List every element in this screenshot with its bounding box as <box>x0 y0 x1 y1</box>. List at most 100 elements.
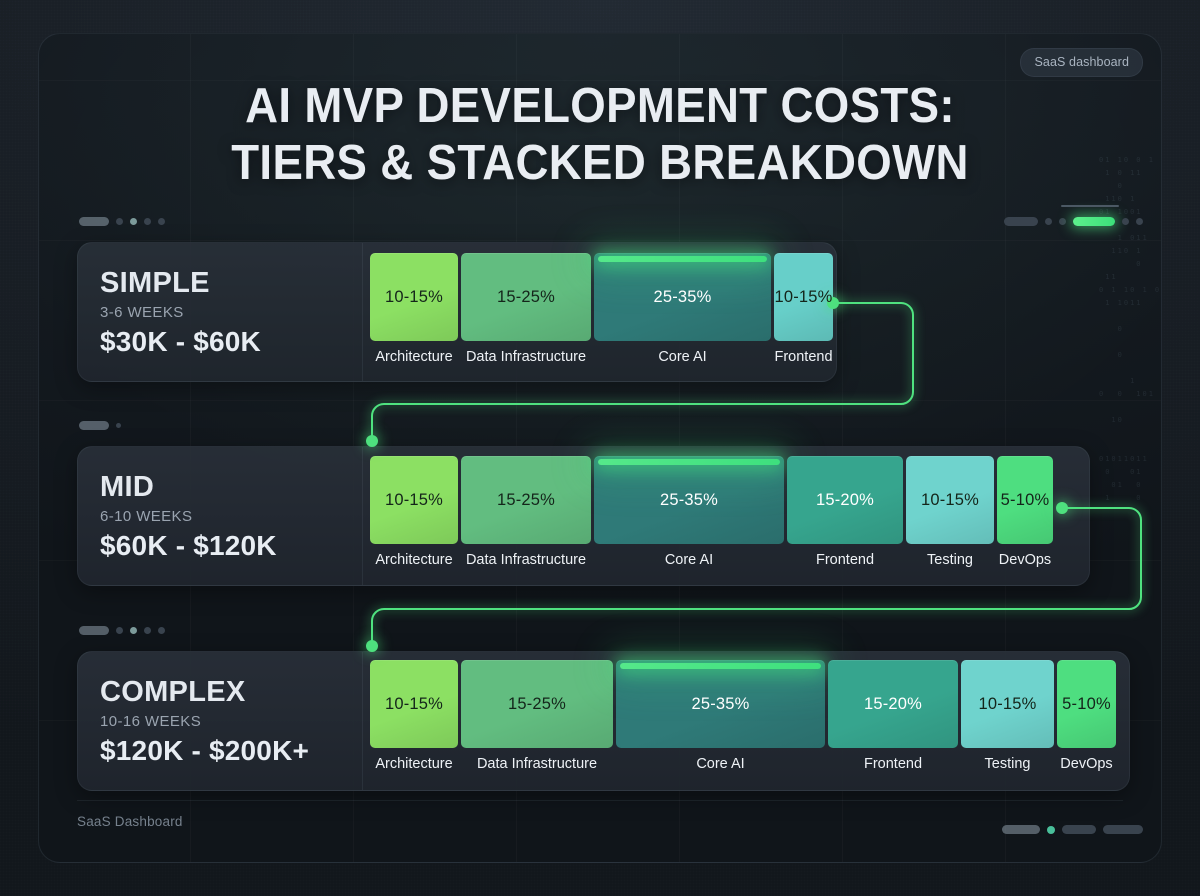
pagination-pill-2[interactable] <box>1062 825 1096 834</box>
segment-value: 10-15% <box>384 694 444 713</box>
indicator-dot-2[interactable] <box>130 218 137 225</box>
dashboard-frame: 01 10 0 1 1 0 11 0 110 1 01 1001 1 011 1… <box>38 33 1162 863</box>
tier-info: MID 6-10 WEEKS $60K - $120K <box>78 447 363 585</box>
status-dot-3[interactable] <box>1122 218 1129 225</box>
indicator-dot-1[interactable] <box>116 423 121 428</box>
indicator-dot-4[interactable] <box>158 218 165 225</box>
segment-label: Core AI <box>658 349 707 365</box>
indicator-pill[interactable] <box>79 421 109 430</box>
segment-value: 25-35% <box>653 287 712 306</box>
bar-segment-devops[interactable]: 5-10% DevOps <box>1057 660 1116 772</box>
segment-value: 5-10% <box>1000 490 1050 509</box>
tier-price: $120K - $200K+ <box>100 735 310 766</box>
pagination-pill-active[interactable] <box>1002 825 1040 834</box>
segment-value: 10-15% <box>920 490 980 509</box>
status-dot-4[interactable] <box>1136 218 1143 225</box>
row-status-widget[interactable] <box>1004 217 1143 226</box>
pagination-indicator[interactable] <box>1002 825 1143 834</box>
status-dot-2[interactable] <box>1059 218 1066 225</box>
bar-segment-testing[interactable]: 10-15% Testing <box>961 660 1054 772</box>
bar-segment-architecture[interactable]: 10-15% Architecture <box>370 456 458 568</box>
stacked-bar-complex: 10-15% Architecture 15-25% Data Infrastruct… <box>370 660 1116 772</box>
bar-segment-core-ai[interactable]: 25-35% Core AI <box>616 660 825 772</box>
segment-value: 10-15% <box>384 490 444 509</box>
status-dot-1[interactable] <box>1045 218 1052 225</box>
status-pill-1[interactable] <box>1004 217 1038 226</box>
segment-label: Core AI <box>664 552 714 568</box>
indicator-pill[interactable] <box>79 217 109 226</box>
status-widget-rule <box>1061 205 1119 207</box>
segment-label: DevOps <box>1060 756 1113 772</box>
tier-duration: 3-6 WEEKS <box>100 304 184 321</box>
tier-price: $60K - $120K <box>100 530 277 561</box>
tier-price: $30K - $60K <box>100 326 261 357</box>
bar-segment-core-ai[interactable]: 25-35% Core AI <box>594 456 784 568</box>
segment-label: Architecture <box>375 756 453 772</box>
bar-segment-frontend[interactable]: 15-20% Frontend <box>787 456 903 568</box>
indicator-dot-4[interactable] <box>158 627 165 634</box>
title-line-2: TIERS & STACKED BREAKDOWN <box>231 136 969 190</box>
bar-segment-testing[interactable]: 10-15% Testing <box>906 456 994 568</box>
segment-label: Data Infrastructure <box>476 756 598 772</box>
tier-name: COMPLEX <box>100 676 246 708</box>
bar-segment-data-infrastructure[interactable]: 15-25% Data Infrastructure <box>461 660 613 772</box>
status-pill-active[interactable] <box>1073 217 1115 226</box>
row-indicator-simple[interactable] <box>79 217 165 226</box>
segment-value: 10-15% <box>774 287 833 306</box>
bar-segment-devops[interactable]: 5-10% DevOps <box>997 456 1053 568</box>
segment-label: DevOps <box>998 552 1052 568</box>
segment-label: Frontend <box>815 552 875 568</box>
segment-label: Data Infrastructure <box>465 349 587 365</box>
segment-value: 10-15% <box>978 694 1037 713</box>
indicator-pill[interactable] <box>79 626 109 635</box>
status-badge: SaaS dashboard <box>1020 48 1143 77</box>
indicator-dot-2[interactable] <box>130 627 137 634</box>
stacked-bar-simple: 10-15% Architecture 15-25% Data Infrastruct… <box>370 253 833 365</box>
tier-name: SIMPLE <box>100 267 210 299</box>
segment-label: Testing <box>984 756 1031 772</box>
tier-info: SIMPLE 3-6 WEEKS $30K - $60K <box>78 243 363 381</box>
pagination-pill-3[interactable] <box>1103 825 1143 834</box>
tier-name: MID <box>100 471 155 503</box>
segment-label: Frontend <box>863 756 923 772</box>
tier-duration: 10-16 WEEKS <box>100 713 202 730</box>
bar-segment-data-infrastructure[interactable]: 15-25% Data Infrastructure <box>461 456 591 568</box>
row-indicator-mid[interactable] <box>79 421 121 430</box>
segment-label: Architecture <box>375 349 453 365</box>
segment-label: Frontend <box>774 349 833 365</box>
segment-value: 25-35% <box>659 490 719 509</box>
title-line-1: AI MVP DEVELOPMENT COSTS: <box>245 79 955 133</box>
segment-value: 25-35% <box>691 694 750 713</box>
segment-value: 10-15% <box>384 287 444 306</box>
segment-value: 15-25% <box>507 694 567 713</box>
footer-divider <box>77 800 1123 801</box>
bar-segment-frontend[interactable]: 15-20% Frontend <box>828 660 958 772</box>
segment-value: 15-25% <box>496 287 556 306</box>
segment-label: Data Infrastructure <box>465 552 587 568</box>
bar-segment-architecture[interactable]: 10-15% Architecture <box>370 660 458 772</box>
row-indicator-complex[interactable] <box>79 626 165 635</box>
segment-value: 15-25% <box>496 490 556 509</box>
segment-label: Core AI <box>696 756 745 772</box>
bar-segment-frontend[interactable]: 10-15% Frontend <box>774 253 833 365</box>
indicator-dot-3[interactable] <box>144 627 151 634</box>
segment-value: 5-10% <box>1062 694 1111 713</box>
footer-label: SaaS Dashboard <box>77 814 183 829</box>
bar-segment-data-infrastructure[interactable]: 15-25% Data Infrastructure <box>461 253 591 365</box>
tier-info: COMPLEX 10-16 WEEKS $120K - $200K+ <box>78 652 363 790</box>
pagination-dot-current[interactable] <box>1047 825 1055 834</box>
stacked-bar-mid: 10-15% Architecture 15-25% Data Infrastruct… <box>370 456 1053 568</box>
bar-segment-core-ai[interactable]: 25-35% Core AI <box>594 253 771 365</box>
tier-rows: SIMPLE 3-6 WEEKS $30K - $60K 10-15% Architec… <box>39 34 1161 862</box>
badge-label: SaaS dashboard <box>1034 55 1129 69</box>
segment-value: 15-20% <box>863 694 923 713</box>
indicator-dot-1[interactable] <box>116 218 123 225</box>
tier-duration: 6-10 WEEKS <box>100 508 193 525</box>
segment-value: 15-20% <box>815 490 875 509</box>
binary-texture: 01 10 0 1 1 0 11 0 110 1 01 1001 1 011 1… <box>1099 156 1161 502</box>
indicator-dot-1[interactable] <box>116 627 123 634</box>
segment-label: Architecture <box>375 552 453 568</box>
bar-segment-architecture[interactable]: 10-15% Architecture <box>370 253 458 365</box>
indicator-dot-3[interactable] <box>144 218 151 225</box>
page-title: AI MVP DEVELOPMENT COSTS: TIERS & STACKE… <box>78 78 1121 192</box>
